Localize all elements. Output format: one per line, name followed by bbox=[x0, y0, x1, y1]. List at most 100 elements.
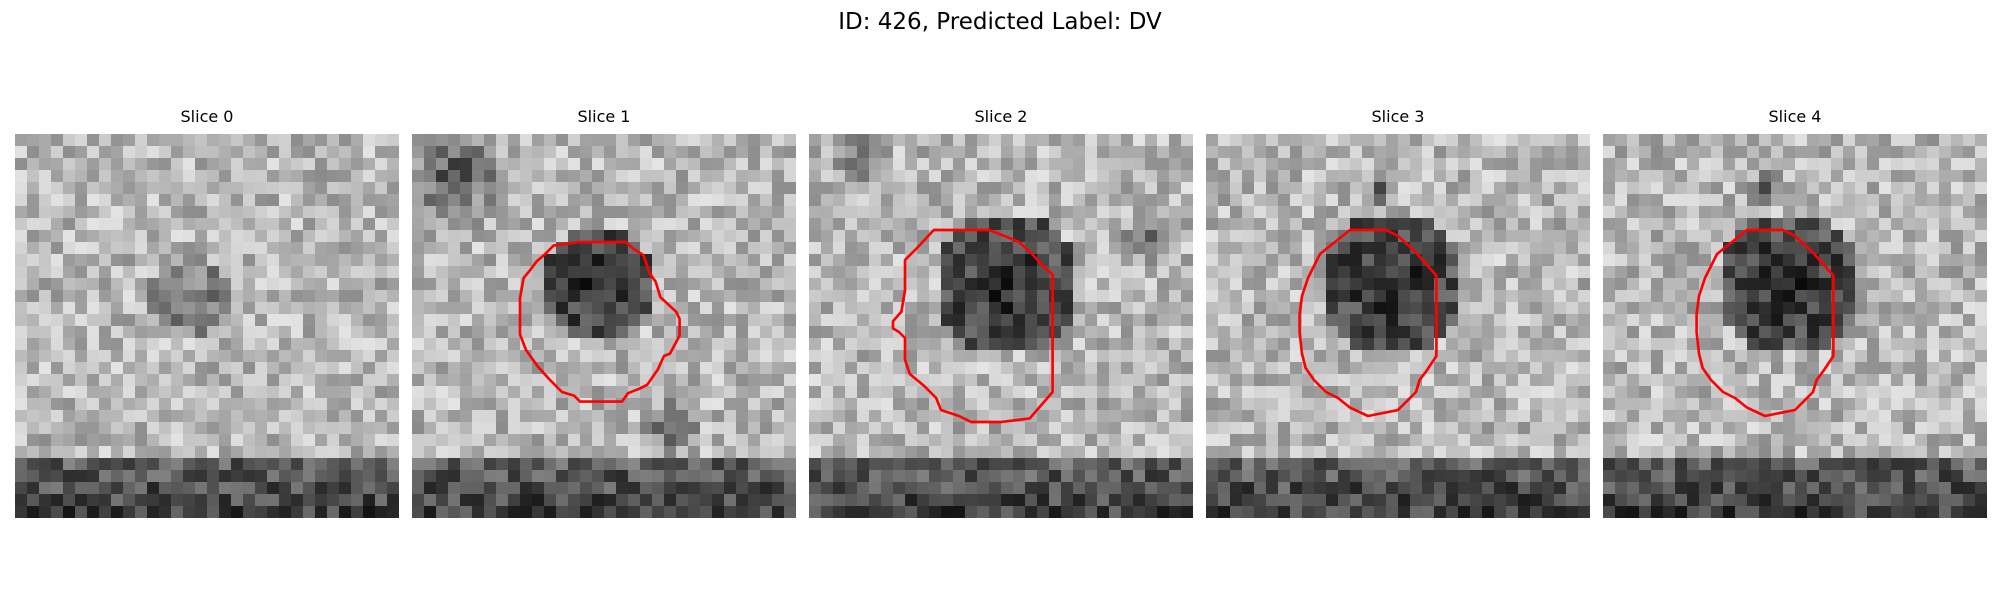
pixel-cell bbox=[1302, 470, 1315, 483]
pixel-cell bbox=[1362, 158, 1375, 171]
pixel-cell bbox=[652, 242, 665, 255]
pixel-cell bbox=[1518, 182, 1531, 195]
pixel-cell bbox=[1254, 182, 1267, 195]
pixel-cell bbox=[1362, 182, 1375, 195]
pixel-cell bbox=[1603, 242, 1616, 255]
pixel-cell bbox=[1783, 230, 1796, 243]
pixel-cell bbox=[1181, 326, 1193, 339]
pixel-cell bbox=[195, 446, 208, 459]
pixel-cell bbox=[339, 278, 352, 291]
pixel-cell bbox=[1927, 314, 1940, 327]
pixel-cell bbox=[1735, 170, 1748, 183]
pixel-cell bbox=[387, 242, 399, 255]
pixel-cell bbox=[496, 422, 509, 435]
pixel-cell bbox=[604, 290, 617, 303]
pixel-cell bbox=[724, 350, 737, 363]
pixel-cell bbox=[424, 278, 437, 291]
pixel-cell bbox=[857, 314, 870, 327]
pixel-cell bbox=[893, 494, 906, 507]
pixel-cell bbox=[1049, 374, 1062, 387]
pixel-cell bbox=[1398, 290, 1411, 303]
pixel-cell bbox=[748, 182, 761, 195]
pixel-cell bbox=[724, 170, 737, 183]
pixel-cell bbox=[315, 470, 328, 483]
pixel-cell bbox=[712, 326, 725, 339]
pixel-cell bbox=[171, 398, 184, 411]
pixel-cell bbox=[27, 362, 40, 375]
pixel-cell bbox=[147, 326, 160, 339]
pixel-cell bbox=[460, 338, 473, 351]
pixel-cell bbox=[1446, 194, 1459, 207]
pixel-cell bbox=[63, 338, 76, 351]
pixel-cell bbox=[1230, 314, 1243, 327]
pixel-cell bbox=[231, 158, 244, 171]
pixel-cell bbox=[1001, 374, 1014, 387]
pixel-cell bbox=[1482, 458, 1495, 471]
pixel-cell bbox=[821, 326, 834, 339]
pixel-cell bbox=[1073, 290, 1086, 303]
pixel-cell bbox=[424, 242, 437, 255]
pixel-cell bbox=[75, 434, 88, 447]
pixel-cell bbox=[833, 482, 846, 495]
pixel-cell bbox=[1771, 422, 1784, 435]
pixel-cell bbox=[135, 410, 148, 423]
pixel-cell bbox=[51, 386, 64, 399]
pixel-cell bbox=[219, 362, 232, 375]
pixel-cell bbox=[424, 146, 437, 159]
pixel-cell bbox=[1578, 266, 1590, 279]
pixel-cell bbox=[760, 206, 773, 219]
pixel-cell bbox=[1386, 350, 1399, 363]
pixel-cell bbox=[207, 422, 220, 435]
pixel-cell bbox=[1603, 290, 1616, 303]
pixel-cell bbox=[1783, 278, 1796, 291]
pixel-cell bbox=[255, 374, 268, 387]
pixel-cell bbox=[460, 506, 473, 518]
pixel-cell bbox=[748, 266, 761, 279]
pixel-cell bbox=[857, 326, 870, 339]
pixel-cell bbox=[1181, 434, 1193, 447]
pixel-cell bbox=[1133, 326, 1146, 339]
pixel-cell bbox=[363, 170, 376, 183]
pixel-cell bbox=[532, 470, 545, 483]
pixel-cell bbox=[1410, 362, 1423, 375]
pixel-cell bbox=[1530, 242, 1543, 255]
pixel-cell bbox=[1109, 254, 1122, 267]
pixel-cell bbox=[387, 278, 399, 291]
pixel-cell bbox=[1975, 230, 1987, 243]
pixel-cell bbox=[243, 242, 256, 255]
pixel-cell bbox=[1458, 398, 1471, 411]
pixel-cell bbox=[1506, 446, 1519, 459]
pixel-cell bbox=[845, 422, 858, 435]
pixel-cell bbox=[75, 338, 88, 351]
pixel-cell bbox=[51, 278, 64, 291]
pixel-cell bbox=[99, 494, 112, 507]
pixel-cell bbox=[1386, 206, 1399, 219]
pixel-cell bbox=[1133, 290, 1146, 303]
pixel-cell bbox=[1771, 158, 1784, 171]
pixel-cell bbox=[1843, 338, 1856, 351]
pixel-cell bbox=[652, 170, 665, 183]
pixel-cell bbox=[1783, 386, 1796, 399]
pixel-cell bbox=[1747, 170, 1760, 183]
pixel-cell bbox=[1723, 290, 1736, 303]
pixel-cell bbox=[15, 182, 28, 195]
pixel-cell bbox=[436, 158, 449, 171]
pixel-cell bbox=[893, 134, 906, 147]
pixel-cell bbox=[1639, 146, 1652, 159]
pixel-cell bbox=[315, 194, 328, 207]
pixel-cell bbox=[484, 482, 497, 495]
pixel-cell bbox=[1687, 218, 1700, 231]
pixel-cell bbox=[255, 446, 268, 459]
pixel-cell bbox=[833, 254, 846, 267]
pixel-cell bbox=[1025, 506, 1038, 518]
pixel-cell bbox=[748, 242, 761, 255]
pixel-cell bbox=[1939, 170, 1952, 183]
pixel-cell bbox=[436, 362, 449, 375]
pixel-cell bbox=[159, 386, 172, 399]
pixel-cell bbox=[135, 134, 148, 147]
pixel-cell bbox=[303, 482, 316, 495]
pixel-cell bbox=[724, 290, 737, 303]
pixel-cell bbox=[604, 350, 617, 363]
pixel-cell bbox=[1831, 374, 1844, 387]
pixel-cell bbox=[1903, 410, 1916, 423]
